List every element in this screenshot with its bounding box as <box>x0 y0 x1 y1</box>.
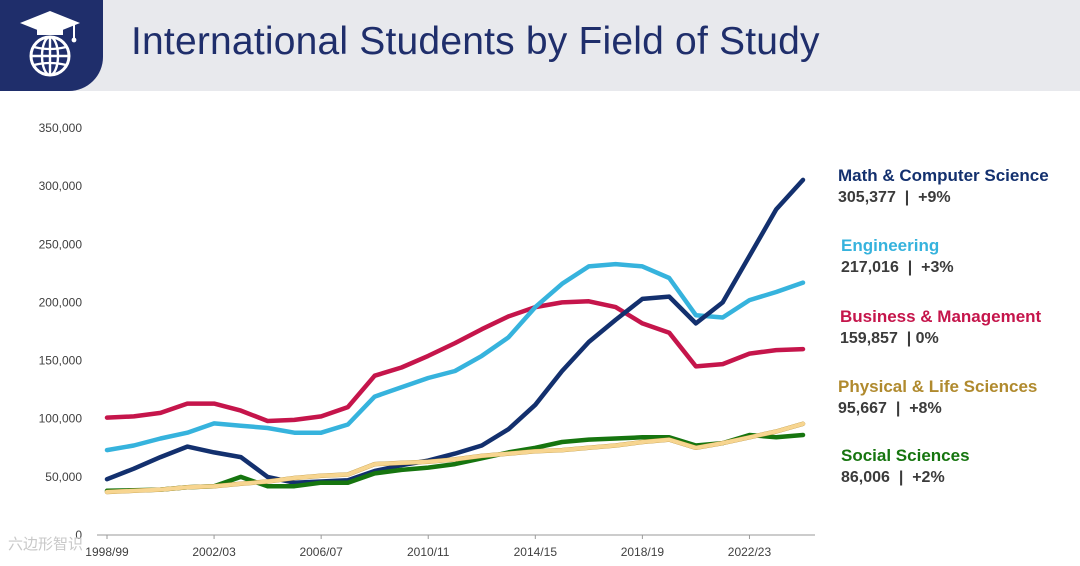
legend-series-name: Physical & Life Sciences <box>838 377 1038 396</box>
x-tick-label: 2010/11 <box>407 545 450 559</box>
page-title: International Students by Field of Study <box>131 20 820 63</box>
graduation-globe-icon <box>20 11 80 77</box>
y-tick-label: 0 <box>75 528 82 542</box>
y-tick-label: 250,000 <box>39 237 83 251</box>
y-tick-label: 200,000 <box>39 295 83 309</box>
x-tick-label: 2014/15 <box>514 545 558 559</box>
x-tick-label: 2002/03 <box>192 545 236 559</box>
logo-badge <box>0 0 103 91</box>
series-line-physical-life-sciences-highlight <box>105 421 805 494</box>
legend-series-stat: 305,377 | +9% <box>838 189 951 206</box>
series-line-social-sciences <box>104 432 806 494</box>
legend-series-name: Engineering <box>841 236 940 255</box>
legend-series-name: Social Sciences <box>841 446 970 465</box>
x-tick-label: 2018/19 <box>621 545 665 559</box>
legend-series-stat: 86,006 | +2% <box>841 469 945 486</box>
legend-item: Physical & Life Sciences 95,667 | +8% <box>838 377 1037 418</box>
legend-series-name: Math & Computer Science <box>838 166 1049 185</box>
x-tick-label: 2006/07 <box>299 545 343 559</box>
legend-series-stat: 159,857 | 0% <box>840 330 939 347</box>
y-tick-label: 300,000 <box>39 179 83 193</box>
series-line-math-computer-science <box>104 177 806 485</box>
y-tick-label: 100,000 <box>39 412 83 426</box>
legend-series-stat: 217,016 | +3% <box>841 259 954 276</box>
series-line-engineering <box>104 261 806 453</box>
x-tick-label: 1998/99 <box>85 545 129 559</box>
watermark-text: 六边形智识 <box>8 536 84 553</box>
y-tick-label: 150,000 <box>39 354 83 368</box>
legend-item: Business & Management 159,857 | 0% <box>840 307 1041 348</box>
series-line-business-management <box>104 299 806 424</box>
legend-series-stat: 95,667 | +8% <box>838 400 942 417</box>
y-tick-label: 350,000 <box>39 121 83 135</box>
header-bar: International Students by Field of Study <box>0 0 1080 91</box>
legend-item: Social Sciences 86,006 | +2% <box>841 446 970 487</box>
x-tick-label: 2022/23 <box>728 545 772 559</box>
y-tick-label: 50,000 <box>45 470 82 484</box>
legend-item: Math & Computer Science 305,377 | +9% <box>838 166 1049 207</box>
legend-item: Engineering 217,016 | +3% <box>841 236 954 277</box>
legend-series-name: Business & Management <box>840 307 1042 326</box>
